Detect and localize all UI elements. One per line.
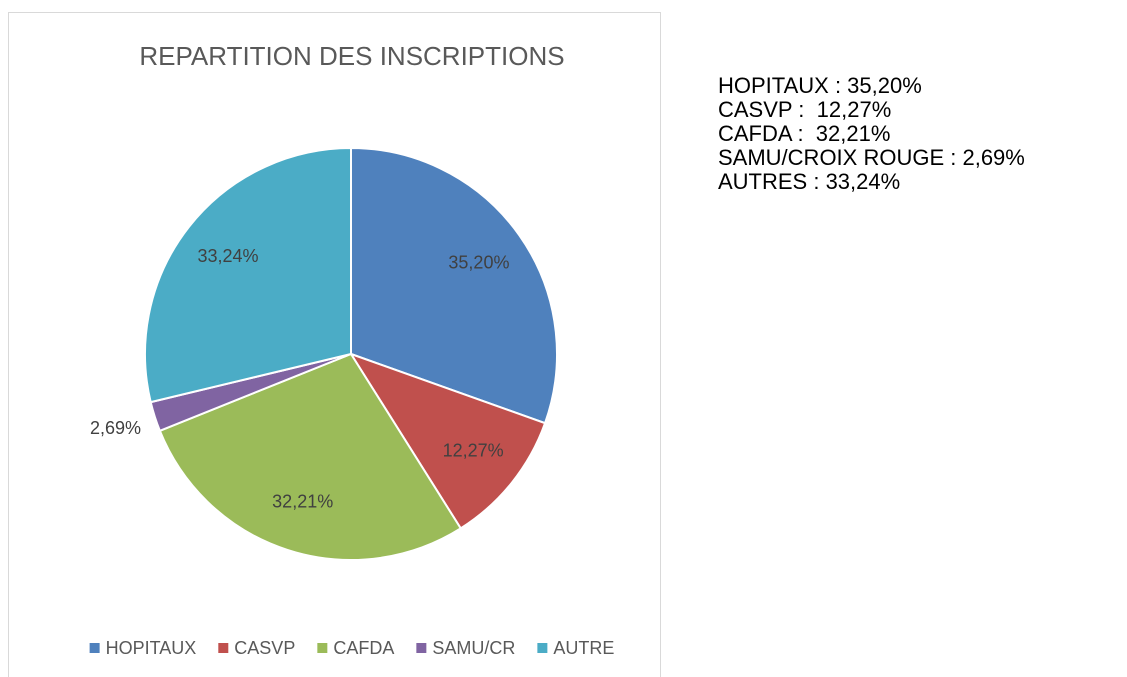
pie-slice [350, 146, 558, 425]
legend-label: AUTRE [553, 638, 614, 658]
annotation-block: HOPITAUX : 35,20% CASVP : 12,27% CAFDA : 3… [718, 74, 1025, 194]
legend-label: HOPITAUX [106, 638, 197, 658]
data-label: 32,21% [272, 492, 333, 512]
annotation: CASVP : 12,27% [718, 97, 892, 122]
data-label: 2,69% [90, 418, 141, 438]
legend-marker [89, 643, 100, 653]
annotation: SAMU/CROIX ROUGE : 2,69% [718, 145, 1025, 170]
legend-label: SAMU/CR [432, 638, 515, 658]
pie-slice [144, 146, 352, 404]
legend-marker [218, 643, 229, 653]
legend-marker [537, 643, 548, 653]
data-label: 35,20% [448, 253, 509, 273]
pie-slice [158, 352, 463, 561]
annotation: CAFDA : 32,21% [718, 121, 891, 146]
chart-title: REPARTITION DES INSCRIPTIONS [139, 41, 564, 71]
legend-label: CASVP [234, 638, 295, 658]
legend-marker [317, 643, 328, 653]
legend-label: CAFDA [333, 638, 394, 658]
pie-slice [348, 352, 547, 530]
data-label: 12,27% [443, 441, 504, 461]
data-label: 33,24% [198, 246, 259, 266]
annotation: HOPITAUX : 35,20% [718, 73, 922, 98]
legend-marker [416, 643, 427, 653]
annotation: AUTRES : 33,24% [718, 169, 901, 194]
